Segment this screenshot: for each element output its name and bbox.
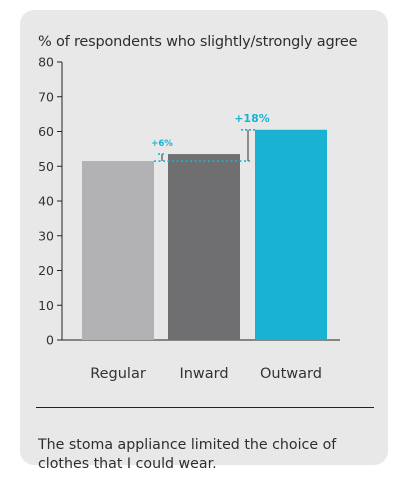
y-tick-label: 20 <box>38 263 54 278</box>
y-tick-label: 40 <box>38 194 54 209</box>
y-tick-label: 50 <box>38 159 54 174</box>
x-tick-label: Inward <box>179 366 228 382</box>
bar-chart: 0 10 20 30 40 50 60 70 80 +6% +18% Regular Inward O… <box>38 55 340 382</box>
y-tick-label: 30 <box>38 228 54 243</box>
x-tick-label: Regular <box>90 366 146 382</box>
x-tick-label: Outward <box>260 366 322 382</box>
y-tick-label: 0 <box>46 333 54 348</box>
annotation-label: +6% <box>151 139 173 149</box>
bar-inward <box>168 154 240 340</box>
bar-regular <box>82 161 154 340</box>
chart-title: % of respondents who slightly/strongly a… <box>38 34 358 50</box>
y-tick-label: 10 <box>38 298 54 313</box>
y-tick-label: 80 <box>38 55 54 70</box>
annotation-label: +18% <box>234 112 270 125</box>
y-tick-label: 60 <box>38 124 54 139</box>
chart-caption: The stoma appliance limited the choice o… <box>38 437 337 472</box>
divider-line <box>36 407 374 408</box>
bar-outward <box>255 129 327 340</box>
y-tick-label: 70 <box>38 89 54 104</box>
